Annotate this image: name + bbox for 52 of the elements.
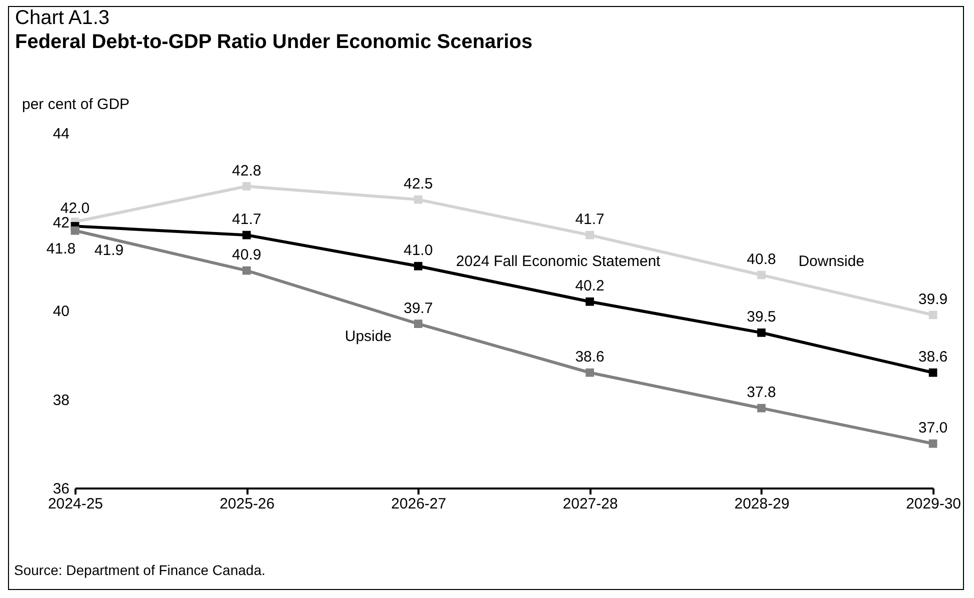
point: [414, 195, 422, 204]
point: [928, 439, 938, 448]
point: [414, 262, 422, 270]
point: [928, 310, 938, 320]
data-label: 41.7: [575, 211, 604, 228]
data-label: 39.7: [404, 300, 433, 317]
data-label: 41.7: [232, 211, 262, 228]
point: [586, 368, 594, 377]
chart-title: Chart A1.3: [15, 7, 110, 29]
y-tick-label: 40: [52, 303, 70, 320]
data-label: 41.0: [404, 242, 433, 260]
data-label: 41.9: [94, 242, 124, 260]
point: [70, 226, 80, 235]
point: [242, 266, 251, 275]
data-label: 39.9: [918, 290, 948, 308]
chart-subtitle: Federal Debt-to-GDP Ratio Under Economic Scenarios: [15, 31, 533, 53]
data-label: 38.6: [918, 348, 948, 366]
x-tick-label: 2028-29: [734, 496, 790, 512]
data-label: 37.0: [918, 420, 948, 437]
point: [757, 328, 766, 337]
point: [928, 368, 938, 377]
x-tick-label: 2026-27: [391, 496, 446, 512]
point: [757, 270, 766, 280]
series-label: Downside: [798, 253, 864, 270]
point: [586, 230, 594, 240]
y-tick-label: 44: [52, 126, 70, 142]
data-label: 39.5: [746, 308, 776, 326]
point: [757, 404, 766, 412]
y-axis-title: per cent of GDP: [22, 96, 130, 113]
x-tick-label: 2024-25: [48, 496, 104, 512]
y-tick-label: 42: [52, 214, 70, 232]
data-label: 40.2: [575, 278, 604, 295]
data-label: 42.0: [60, 200, 90, 217]
series-label: Upside: [344, 328, 392, 345]
source-note: Source: Department of Finance Canada.: [14, 562, 266, 578]
y-tick-label: 36: [52, 480, 70, 498]
point: [242, 230, 251, 240]
data-label: 40.8: [746, 251, 776, 268]
x-tick-label: 2029-30: [906, 496, 962, 512]
data-label: 40.9: [232, 246, 262, 264]
series-label: 2024 Fall Economic Statement: [456, 253, 662, 270]
data-label: 42.8: [232, 162, 262, 180]
y-tick-label: 38: [52, 392, 70, 409]
data-label: 37.8: [746, 384, 776, 402]
data-label: 42.5: [404, 176, 433, 193]
point: [586, 297, 594, 306]
data-label: 38.6: [575, 348, 604, 366]
data-label: 41.8: [46, 240, 76, 258]
point: [242, 182, 251, 190]
x-tick-label: 2025-26: [220, 496, 275, 512]
point: [414, 320, 422, 328]
x-tick-label: 2027-28: [562, 496, 618, 512]
